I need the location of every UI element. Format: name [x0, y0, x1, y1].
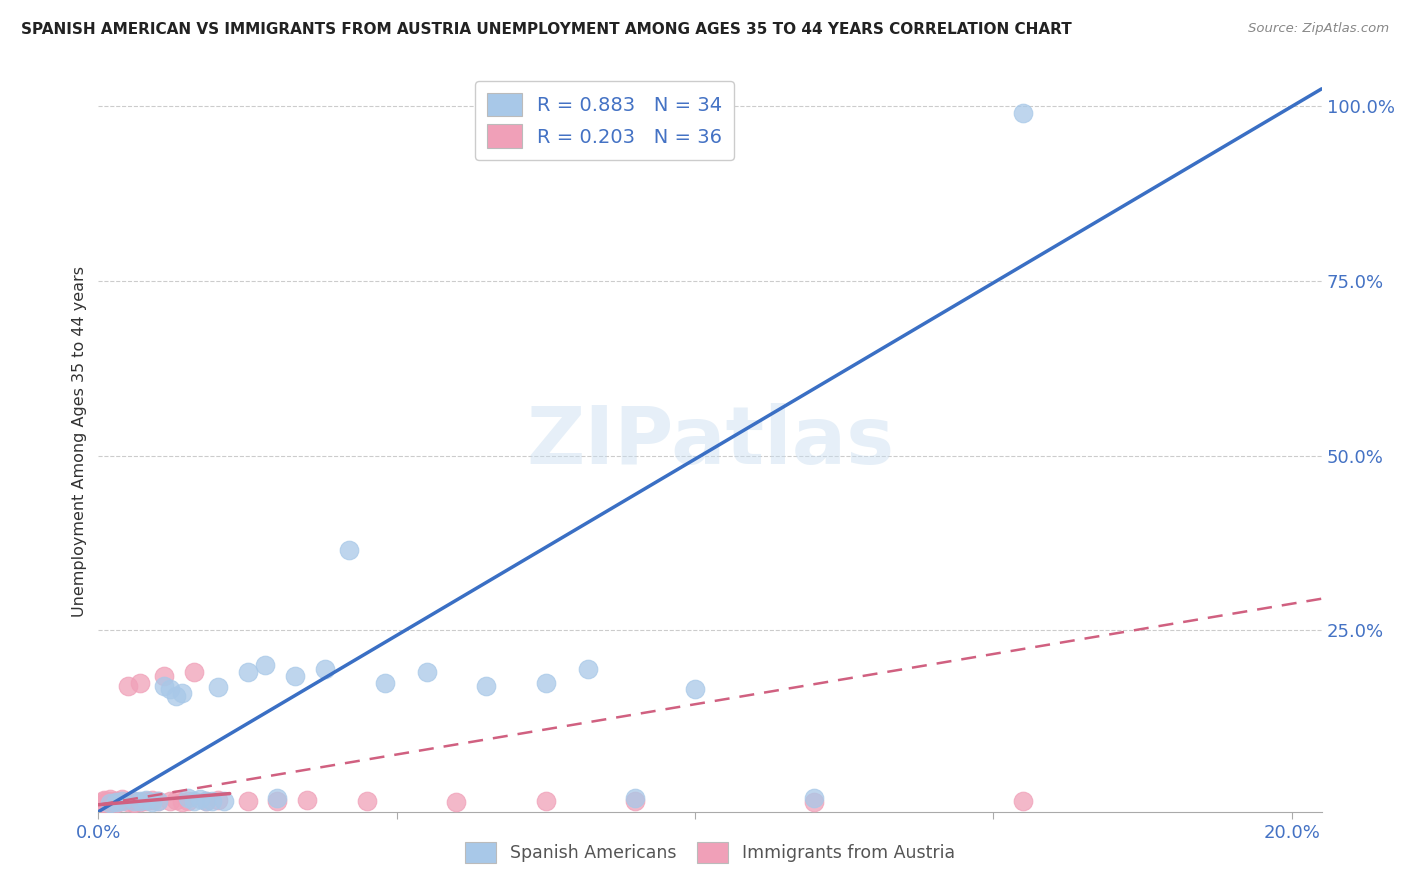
Point [212, 794, 235, 808]
Point [159, 794, 181, 808]
Point [624, 790, 647, 805]
Point [534, 675, 557, 690]
Point [624, 793, 647, 807]
Point [111, 794, 134, 808]
Point [129, 795, 152, 809]
Point [135, 794, 157, 808]
Point [98, 792, 121, 806]
Point [117, 795, 139, 809]
Point [159, 682, 181, 697]
Point [93, 796, 115, 810]
Point [374, 675, 396, 690]
Point [236, 793, 259, 807]
Point [201, 793, 224, 807]
Point [314, 661, 336, 675]
Point [177, 790, 200, 805]
Point [415, 665, 437, 679]
Point [188, 792, 211, 806]
Point [170, 795, 193, 809]
Point [284, 668, 307, 682]
Point [207, 793, 229, 807]
Point [93, 794, 115, 808]
Point [194, 794, 217, 808]
Point [153, 668, 176, 682]
Point [534, 794, 557, 808]
Legend: Spanish Americans, Immigrants from Austria: Spanish Americans, Immigrants from Austr… [458, 835, 962, 870]
Point [254, 658, 277, 673]
Point [1012, 106, 1035, 120]
Point [153, 679, 176, 693]
Point [105, 795, 128, 809]
Text: ZIPatlas: ZIPatlas [526, 402, 894, 481]
Point [356, 793, 378, 807]
Point [146, 794, 169, 808]
Point [98, 796, 121, 810]
Point [122, 796, 145, 810]
Point [146, 793, 169, 807]
Point [183, 665, 205, 679]
Point [141, 793, 163, 807]
Point [475, 679, 498, 693]
Text: SPANISH AMERICAN VS IMMIGRANTS FROM AUSTRIA UNEMPLOYMENT AMONG AGES 35 TO 44 YEA: SPANISH AMERICAN VS IMMIGRANTS FROM AUST… [21, 22, 1071, 37]
Point [111, 792, 134, 806]
Point [93, 793, 115, 807]
Point [1012, 794, 1035, 808]
Point [170, 686, 193, 700]
Point [266, 790, 288, 805]
Point [297, 793, 319, 807]
Point [129, 794, 152, 808]
Point [446, 795, 468, 809]
Point [105, 793, 128, 807]
Point [122, 793, 145, 807]
Point [141, 795, 163, 809]
Text: Source: ZipAtlas.com: Source: ZipAtlas.com [1249, 22, 1389, 36]
Point [177, 793, 200, 807]
Point [135, 793, 157, 807]
Point [117, 679, 139, 693]
Point [129, 675, 152, 690]
Point [803, 790, 825, 805]
Point [105, 796, 128, 810]
Y-axis label: Unemployment Among Ages 35 to 44 years: Unemployment Among Ages 35 to 44 years [72, 266, 87, 617]
Point [165, 690, 187, 704]
Point [98, 795, 121, 809]
Point [98, 793, 121, 807]
Point [803, 795, 825, 809]
Point [165, 793, 187, 807]
Point [111, 794, 134, 808]
Point [337, 542, 360, 557]
Point [183, 794, 205, 808]
Point [266, 794, 288, 808]
Point [236, 665, 259, 679]
Point [576, 661, 599, 675]
Point [194, 794, 217, 808]
Point [207, 681, 229, 695]
Point [683, 682, 706, 697]
Point [122, 793, 145, 807]
